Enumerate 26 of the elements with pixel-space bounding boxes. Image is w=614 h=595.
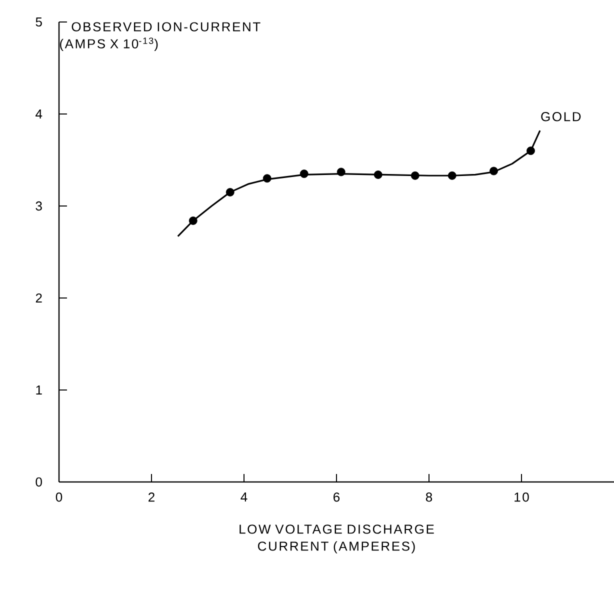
y-tick-label: 4 (36, 110, 42, 118)
y-tick-label: 0 (36, 477, 42, 487)
x-tick-label: 6 (334, 492, 340, 502)
y-tick-label: 3 (36, 201, 42, 211)
x-tick-label: 8 (426, 492, 432, 502)
point (374, 170, 382, 179)
point (188, 216, 198, 225)
point (410, 171, 420, 180)
point (526, 146, 535, 155)
y-tick-label: 1 (36, 386, 42, 394)
y-tick-label: 5 (36, 17, 42, 27)
point (448, 171, 456, 180)
x-tick-label: 10 (514, 492, 529, 502)
y-axis-title: OBSERVED ION-CURRENT (AMPS X 10$^{-13}$) (60, 22, 260, 51)
point (336, 168, 346, 176)
x-axis-title: LOW VOLTAGE DISCHARGE CURRENT (AMPERES) (240, 524, 434, 554)
point (262, 174, 272, 183)
line-series (177, 130, 541, 238)
point (226, 188, 234, 196)
x-tick-label: 4 (240, 492, 248, 502)
y-tick-label: 2 (36, 293, 42, 303)
point (490, 166, 498, 176)
annotation: GOLD (541, 112, 581, 122)
point (300, 170, 308, 178)
x-tick-label: 0 (56, 492, 62, 502)
x-tick-label: 2 (148, 492, 154, 502)
